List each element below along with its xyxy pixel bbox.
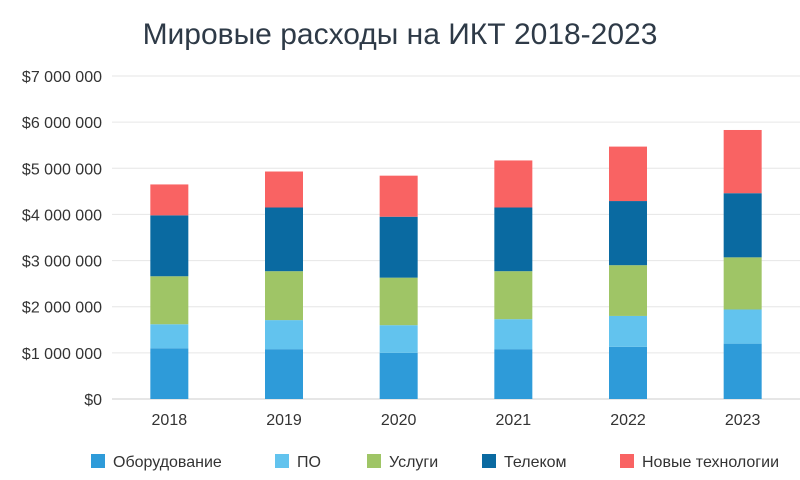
legend-swatch bbox=[91, 454, 105, 468]
bar-segment-2019-2 bbox=[265, 271, 303, 321]
x-axis: 2018 2019 2020 2021 2022 2023 bbox=[152, 412, 761, 429]
bar-segment-2020-1 bbox=[379, 325, 418, 353]
legend: Оборудование ПО Услуги Телеком Новые техноло… bbox=[91, 454, 779, 471]
legend-swatch bbox=[275, 454, 289, 468]
x-tick-label: 2019 bbox=[266, 412, 302, 429]
bar-segment-2023-4 bbox=[723, 129, 762, 194]
y-tick-label: $6 000 000 bbox=[22, 115, 102, 132]
legend-label: ПО bbox=[297, 454, 321, 471]
bar-segment-2023-1 bbox=[723, 309, 762, 344]
legend-swatch bbox=[482, 454, 496, 468]
bar-segment-2019-0 bbox=[265, 349, 303, 399]
y-tick-label: $2 000 000 bbox=[22, 300, 102, 317]
legend-swatch bbox=[367, 454, 381, 468]
bar-segment-2023-3 bbox=[723, 193, 762, 258]
y-axis: $0 $1 000 000 $2 000 000 $3 000 000 $4 000 0… bbox=[22, 69, 102, 409]
bar-segment-2020-4 bbox=[379, 175, 418, 217]
bar-segment-2019-4 bbox=[265, 171, 303, 208]
x-tick-label: 2020 bbox=[381, 412, 417, 429]
y-tick-label: $5 000 000 bbox=[22, 161, 102, 178]
legend-label: Оборудование bbox=[113, 454, 222, 471]
chart-title: Мировые расходы на ИКТ 2018-2023 bbox=[142, 18, 658, 51]
bars-layer bbox=[150, 129, 762, 399]
bar-segment-2022-0 bbox=[609, 346, 647, 399]
bar-segment-2021-4 bbox=[494, 160, 533, 208]
bar-segment-2019-3 bbox=[265, 207, 303, 272]
bar-segment-2021-0 bbox=[494, 349, 533, 399]
grid-layer bbox=[112, 75, 800, 400]
bar-segment-2022-4 bbox=[609, 146, 647, 202]
bar-segment-2022-2 bbox=[609, 265, 647, 316]
bar-segment-2018-0 bbox=[150, 348, 189, 399]
x-tick-label: 2021 bbox=[496, 412, 532, 429]
bar-segment-2021-2 bbox=[494, 271, 533, 320]
x-tick-label: 2018 bbox=[152, 412, 188, 429]
bar-segment-2018-3 bbox=[150, 215, 189, 277]
bar-segment-2018-1 bbox=[150, 324, 189, 349]
bar-segment-2019-1 bbox=[265, 320, 303, 350]
legend-label: Услуги bbox=[389, 454, 438, 471]
bar-segment-2023-0 bbox=[723, 343, 762, 399]
x-tick-label: 2023 bbox=[725, 412, 761, 429]
bar-segment-2021-3 bbox=[494, 207, 533, 272]
x-tick-label: 2022 bbox=[610, 412, 646, 429]
y-tick-label: $1 000 000 bbox=[22, 346, 102, 363]
bar-segment-2023-2 bbox=[723, 257, 762, 310]
legend-label: Новые технологии bbox=[642, 454, 779, 471]
legend-label: Телеком bbox=[504, 454, 567, 471]
bar-segment-2018-2 bbox=[150, 276, 189, 325]
bar-segment-2022-3 bbox=[609, 201, 647, 266]
y-tick-label: $7 000 000 bbox=[22, 69, 102, 86]
bar-segment-2022-1 bbox=[609, 315, 647, 347]
bar-segment-2018-4 bbox=[150, 184, 189, 216]
bar-segment-2021-1 bbox=[494, 319, 533, 350]
y-tick-label: $3 000 000 bbox=[22, 254, 102, 271]
bar-segment-2020-2 bbox=[379, 277, 418, 326]
bar-segment-2020-3 bbox=[379, 216, 418, 278]
bar-segment-2020-0 bbox=[379, 352, 418, 399]
y-tick-label: $4 000 000 bbox=[22, 207, 102, 224]
y-tick-label: $0 bbox=[84, 392, 102, 409]
legend-swatch bbox=[620, 454, 634, 468]
